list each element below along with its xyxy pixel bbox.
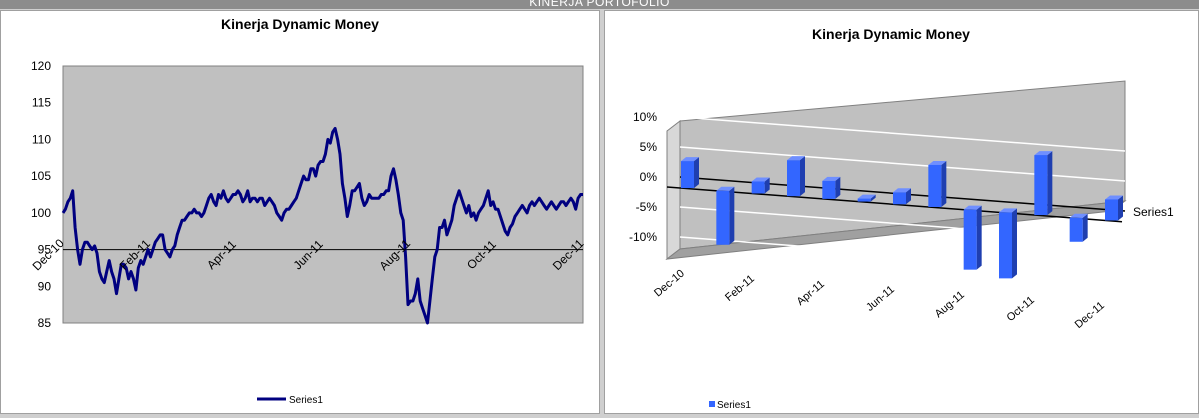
line-legend-series1: Series1 bbox=[289, 395, 323, 406]
bar-gridline-4 bbox=[679, 116, 1126, 152]
bar-ytick-label-3: 5% bbox=[640, 140, 658, 154]
bar-top-9 bbox=[999, 208, 1017, 213]
bar-top-11 bbox=[1069, 213, 1088, 218]
bar-6 bbox=[893, 188, 911, 205]
bar-9 bbox=[999, 208, 1017, 279]
bar-side-1 bbox=[729, 186, 735, 245]
bar-1 bbox=[716, 186, 735, 245]
bar-chart-title: Kinerja Dynamic Money bbox=[812, 26, 970, 42]
bar-xtick-label-6: Dec-11 bbox=[1073, 300, 1107, 331]
legend-bar-swatch bbox=[709, 401, 715, 407]
bar-10 bbox=[1034, 151, 1053, 216]
line-ytick-label-0: 85 bbox=[38, 316, 52, 330]
bar-front-2 bbox=[751, 181, 765, 194]
line-ytick-label-6: 115 bbox=[32, 96, 51, 110]
bar-side-11 bbox=[1082, 213, 1088, 242]
bar-0 bbox=[681, 157, 699, 189]
bar-side-2 bbox=[764, 177, 770, 194]
header-title: KINERJA PORTOFOLIO bbox=[529, 0, 670, 9]
line-ytick-label-7: 120 bbox=[31, 59, 51, 73]
line-chart: Kinerja Dynamic Money 85 90 95 100 105 110 115… bbox=[30, 16, 587, 406]
bar-chart-legend: Series1 bbox=[709, 400, 751, 411]
bar-top-8 bbox=[963, 205, 982, 210]
bar-front-11 bbox=[1069, 217, 1083, 242]
bar-xtick-label-2: Apr-11 bbox=[795, 278, 827, 308]
bar-front-8 bbox=[963, 209, 977, 270]
line-series-series1 bbox=[61, 126, 583, 325]
bar-ytick-label-0: -10% bbox=[629, 230, 657, 244]
bar-side-5 bbox=[870, 194, 876, 202]
bar-side-6 bbox=[906, 188, 911, 205]
bar-ytick-label-2: 0% bbox=[640, 170, 658, 184]
bar-8 bbox=[963, 205, 982, 270]
bar-front-10 bbox=[1034, 155, 1048, 216]
bar-front-0 bbox=[681, 161, 694, 189]
bar-side-12 bbox=[1118, 195, 1123, 221]
bar-chart-panel: Kinerja Dynamic Money -10% -5% 0% 5% 10% Dec… bbox=[604, 10, 1199, 414]
line-ytick-label-3: 100 bbox=[31, 206, 51, 220]
bar-side-0 bbox=[694, 157, 699, 189]
line-ytick-label-4: 105 bbox=[31, 169, 51, 183]
line-chart-legend: Series1 bbox=[257, 395, 323, 406]
bar-chart-side-wall bbox=[666, 119, 681, 261]
bar-side-7 bbox=[941, 160, 947, 207]
bar-ytick-label-1: -5% bbox=[636, 200, 658, 214]
bar-legend-series1: Series1 bbox=[717, 400, 751, 411]
bar-xtick-label-5: Oct-11 bbox=[1005, 294, 1037, 324]
bar-11 bbox=[1069, 213, 1088, 242]
line-ytick-label-5: 110 bbox=[32, 132, 51, 146]
bar-front-5 bbox=[857, 198, 871, 202]
bar-xtick-label-1: Feb-11 bbox=[723, 273, 757, 304]
bar-front-6 bbox=[893, 192, 906, 205]
bar-top-2 bbox=[751, 177, 770, 182]
bar-front-12 bbox=[1105, 199, 1118, 221]
bar-top-10 bbox=[1034, 151, 1053, 156]
bar-top-5 bbox=[857, 194, 876, 199]
bar-zero-line bbox=[666, 186, 1123, 223]
bar-top-12 bbox=[1105, 195, 1123, 200]
line-ytick-label-2: 95 bbox=[38, 243, 52, 257]
bar-front-7 bbox=[928, 164, 942, 207]
bar-side-8 bbox=[976, 205, 982, 270]
bar-top-3 bbox=[787, 156, 805, 161]
bar-top-0 bbox=[681, 157, 699, 162]
bar-gridline-1 bbox=[679, 206, 1126, 242]
line-chart-plot-area bbox=[62, 65, 584, 324]
bar-front-3 bbox=[787, 160, 800, 197]
bar-top-6 bbox=[893, 188, 911, 193]
bar-side-9 bbox=[1012, 208, 1017, 279]
bar-12 bbox=[1105, 195, 1123, 221]
bar-top-4 bbox=[822, 176, 841, 181]
bar-top-1 bbox=[716, 186, 735, 191]
bar-chart: Kinerja Dynamic Money -10% -5% 0% 5% 10% Dec… bbox=[629, 26, 1174, 411]
bar-4 bbox=[822, 176, 841, 199]
bar-ytick-label-4: 10% bbox=[633, 110, 657, 124]
bar-xtick-label-0: Dec-10 bbox=[652, 267, 687, 299]
bar-front-1 bbox=[716, 190, 730, 245]
bar-xtick-label-4: Aug-11 bbox=[933, 289, 967, 320]
line-chart-title: Kinerja Dynamic Money bbox=[221, 16, 379, 32]
line-ytick-label-1: 90 bbox=[38, 279, 52, 293]
bar-side-3 bbox=[800, 156, 805, 197]
bar-gridline-0 bbox=[679, 236, 1126, 272]
bar-top-7 bbox=[928, 160, 947, 165]
bar-side-4 bbox=[835, 176, 841, 199]
bar-7 bbox=[928, 160, 947, 207]
bar-3 bbox=[787, 156, 805, 197]
bar-side-10 bbox=[1047, 151, 1053, 216]
line-chart-panel: Kinerja Dynamic Money 85 90 95 100 105 110 115… bbox=[0, 10, 600, 414]
header-bar: KINERJA PORTOFOLIO bbox=[0, 0, 1199, 9]
bar-5 bbox=[857, 194, 876, 202]
bar-2 bbox=[751, 177, 770, 194]
bar-xtick-label-3: Jun-11 bbox=[864, 284, 897, 314]
line-xtick-label-0: Dec-10 bbox=[30, 236, 67, 273]
bar-front-9 bbox=[999, 212, 1012, 279]
bar-depth-axis-label: Series1 bbox=[1133, 205, 1174, 219]
bar-front-4 bbox=[822, 180, 836, 199]
